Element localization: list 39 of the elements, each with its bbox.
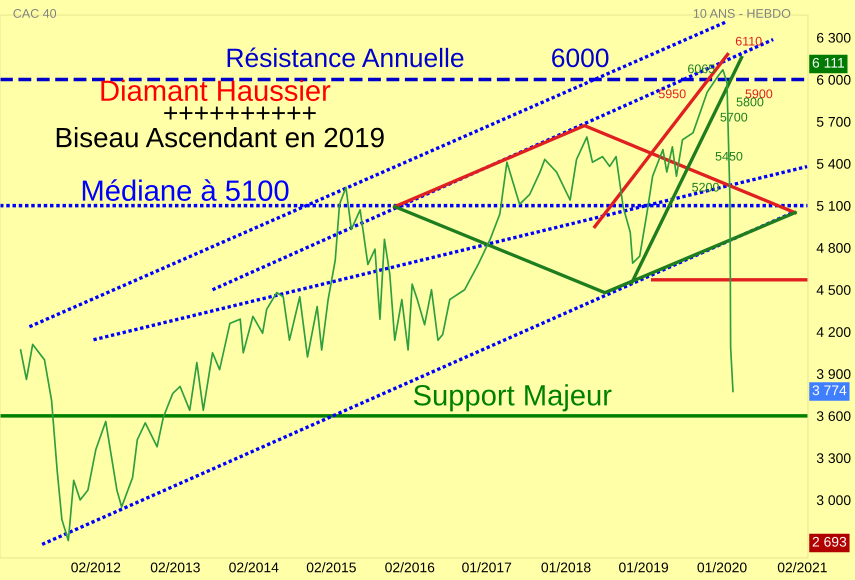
chart-title: CAC 40 bbox=[13, 9, 56, 18]
annotation: 6 111 bbox=[812, 58, 844, 68]
x-tick-label: 02/2013 bbox=[150, 562, 200, 572]
annotation: Biseau Ascendant en 2019 bbox=[56, 126, 384, 148]
chart-subtitle: 10 ANS - HEBDO bbox=[694, 9, 790, 18]
y-tick-label: 5 700 bbox=[816, 116, 851, 127]
y-tick-label: 6 000 bbox=[817, 74, 851, 85]
x-tick-label: 01/2017 bbox=[462, 562, 512, 572]
y-tick-label: 4 200 bbox=[816, 327, 851, 337]
x-tick-label: 02/2014 bbox=[229, 562, 278, 572]
y-tick-label: 3 600 bbox=[816, 411, 851, 422]
annotation: 2 693 bbox=[812, 536, 846, 547]
annotation: 3 774 bbox=[812, 385, 846, 396]
annotation: 5950 bbox=[658, 89, 686, 98]
y-tick-label: 5 400 bbox=[816, 158, 851, 169]
y-tick-label: 3 900 bbox=[816, 369, 851, 379]
y-tick-label: 5 100 bbox=[816, 200, 851, 211]
x-tick-label: 02/2012 bbox=[71, 562, 120, 572]
annotation: Médiane à 5100 bbox=[82, 179, 288, 201]
annotation: 5200 bbox=[692, 182, 719, 192]
annotation: 6110 bbox=[736, 36, 762, 46]
y-tick-label: 3 300 bbox=[816, 453, 851, 464]
y-tick-label: 4 800 bbox=[816, 243, 851, 253]
annotation: 6000 bbox=[552, 48, 608, 68]
annotation: 5800 bbox=[736, 98, 764, 106]
x-tick-label: 02/2016 bbox=[385, 562, 434, 572]
x-tick-label: 02/2015 bbox=[306, 562, 356, 572]
annotation: ++++++++++ bbox=[164, 106, 316, 120]
annotation: 5900 bbox=[745, 89, 772, 98]
annotation: Diamant Haussier bbox=[101, 80, 330, 102]
x-tick-label: 01/2020 bbox=[697, 562, 747, 572]
x-tick-label: 01/2018 bbox=[541, 562, 591, 572]
x-tick-label: 02/2021 bbox=[778, 562, 827, 572]
annotation: Résistance Annuelle bbox=[228, 48, 464, 68]
annotation: Support Majeur bbox=[414, 384, 612, 412]
x-tick-label: 01/2019 bbox=[619, 562, 668, 572]
y-tick-label: 6 300 bbox=[817, 32, 851, 43]
y-tick-label: 3 000 bbox=[816, 495, 851, 506]
y-tick-label: 4 500 bbox=[816, 285, 851, 295]
